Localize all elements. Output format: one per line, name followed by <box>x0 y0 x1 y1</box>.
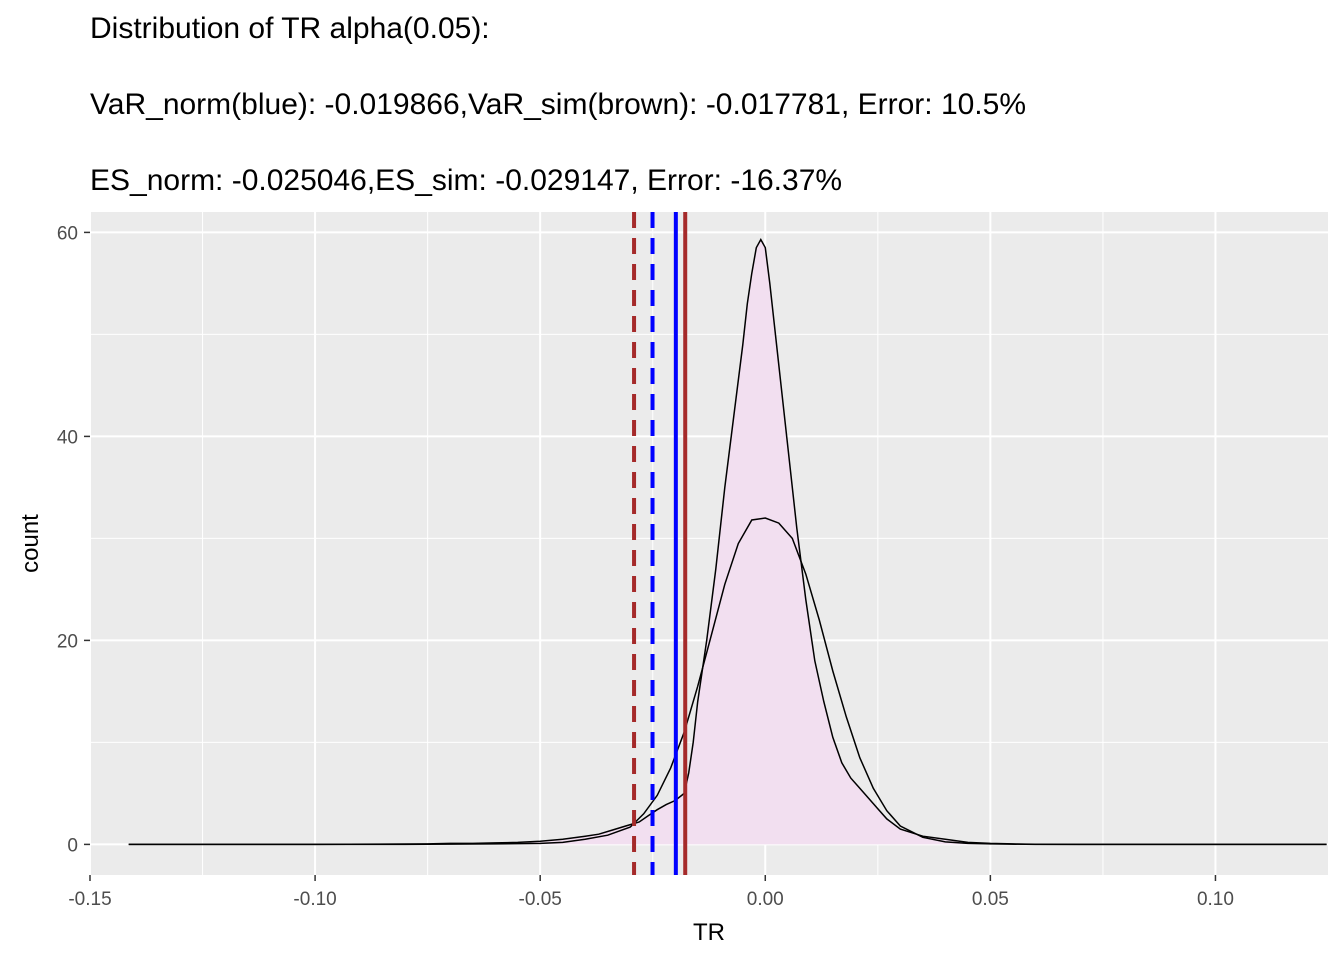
y-tick-label: 40 <box>57 427 78 448</box>
x-tick-label: -0.10 <box>293 889 336 910</box>
axis-layer: -0.15 -0.10 -0.05 0.00 0.05 0.10 0 20 40 60 <box>57 223 1234 910</box>
y-axis-title: count <box>17 514 44 573</box>
x-tick-label: 0.05 <box>972 889 1009 910</box>
x-tick-label: 0.00 <box>747 889 784 910</box>
vline-layer <box>632 212 688 875</box>
series-layer <box>128 237 1327 846</box>
x-axis-title: TR <box>693 919 725 946</box>
chart-title-line-3: ES_norm: -0.025046,ES_sim: -0.029147, Er… <box>90 164 843 197</box>
chart-title-line-1: Distribution of TR alpha(0.05): <box>90 12 490 45</box>
x-tick-label: -0.05 <box>519 889 562 910</box>
y-tick-label: 60 <box>57 223 78 244</box>
density-area-fill <box>128 239 1327 845</box>
series-line-1 <box>128 517 1327 846</box>
x-tick-label: 0.10 <box>1197 889 1234 910</box>
y-tick-label: 20 <box>57 631 78 652</box>
y-tick-label: 0 <box>67 835 78 856</box>
x-tick-label: -0.15 <box>68 889 111 910</box>
series-line-0 <box>128 237 1327 846</box>
chart-title-line-2: VaR_norm(blue): -0.019866,VaR_sim(brown)… <box>90 88 1027 121</box>
